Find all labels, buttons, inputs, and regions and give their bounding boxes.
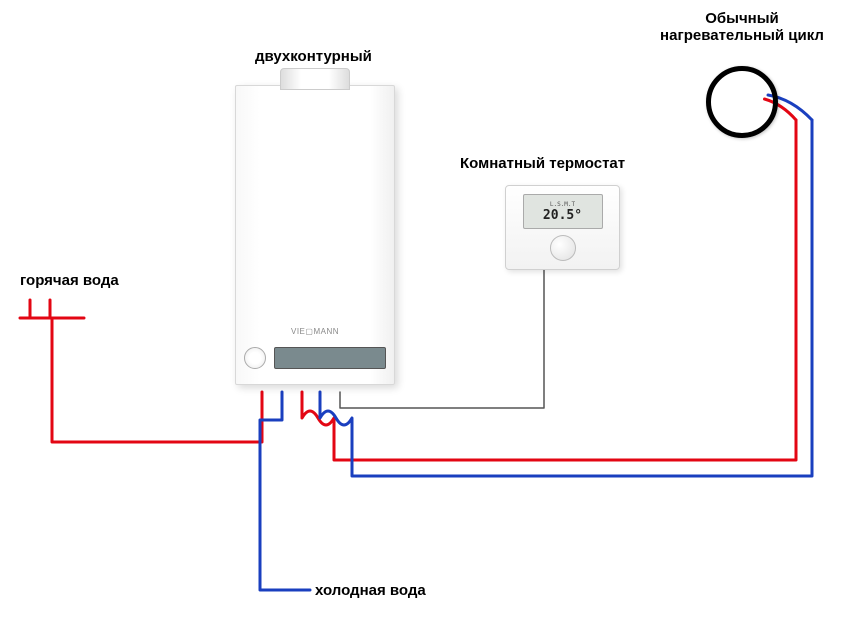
boiler-control-panel — [244, 340, 386, 376]
hot-water-label: горячая вода — [20, 272, 119, 289]
boiler-label: двухконтурный — [255, 48, 372, 65]
hot-pipes — [20, 99, 796, 460]
boiler-display — [274, 347, 386, 369]
thermostat-label: Комнатный термостат — [460, 155, 625, 172]
pressure-gauge-icon — [244, 347, 266, 369]
boiler-unit: VIE▢MANN — [235, 85, 395, 385]
boiler-brand-label: VIE▢MANN — [291, 327, 339, 336]
room-thermostat: L.S.M.T 20.5° — [505, 185, 620, 270]
heating-cycle-label: Обычный нагревательный цикл — [637, 10, 847, 44]
heating-cycle-icon — [706, 66, 778, 138]
thermostat-dial — [550, 235, 576, 261]
cold-water-label: холодная вода — [315, 582, 426, 599]
thermostat-screen: L.S.M.T 20.5° — [523, 194, 603, 229]
boiler-flue — [280, 68, 350, 90]
thermostat-status-text: L.S.M.T — [550, 201, 575, 208]
thermostat-temperature: 20.5° — [543, 208, 582, 223]
